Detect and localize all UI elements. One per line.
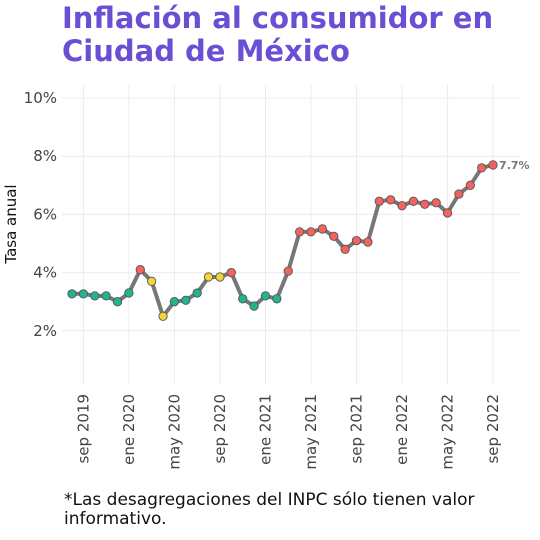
x-tick-label: ene 2021 xyxy=(256,394,274,465)
y-tick-label: 8% xyxy=(33,147,57,165)
x-tick-label: sep 2020 xyxy=(211,394,229,464)
data-point xyxy=(112,297,123,307)
data-point xyxy=(397,201,407,211)
data-point xyxy=(67,289,77,299)
chart-title: Inflación al consumidor en Ciudad de Méx… xyxy=(62,1,494,68)
data-point xyxy=(465,180,475,190)
x-tick-label: may 2020 xyxy=(165,394,183,470)
x-tick-label: sep 2022 xyxy=(484,394,502,464)
footnote: *Las desagregaciones del INPC sólo tiene… xyxy=(64,490,475,529)
data-point xyxy=(192,288,202,298)
series-line xyxy=(70,162,496,319)
data-point xyxy=(306,227,316,237)
data-point xyxy=(78,289,89,299)
data-point xyxy=(317,224,328,234)
data-point xyxy=(351,235,362,246)
x-tick-label: may 2021 xyxy=(302,394,320,470)
grid xyxy=(62,85,520,385)
data-point xyxy=(181,295,191,305)
x-tick-label: ene 2022 xyxy=(393,394,411,465)
data-point xyxy=(238,294,248,304)
y-axis-label: Tasa anual xyxy=(2,184,20,264)
x-tick-label: sep 2019 xyxy=(74,394,92,464)
y-axis-tick-labels: 2% 4% 6% 8% 10% xyxy=(24,89,57,340)
data-point xyxy=(385,195,396,205)
data-point xyxy=(329,231,339,241)
data-point xyxy=(477,163,487,173)
y-tick-label: 4% xyxy=(33,264,57,282)
data-points xyxy=(67,160,498,321)
data-point xyxy=(283,266,293,276)
data-point xyxy=(488,160,498,170)
data-point xyxy=(363,237,373,247)
x-tick-label: ene 2020 xyxy=(120,394,138,465)
y-tick-label: 6% xyxy=(33,205,57,223)
data-point xyxy=(272,294,282,304)
data-point xyxy=(203,272,214,282)
data-point xyxy=(249,301,259,311)
x-tick-label: sep 2021 xyxy=(348,394,366,464)
data-point xyxy=(420,199,430,209)
y-tick-label: 10% xyxy=(24,89,57,107)
y-tick-label: 2% xyxy=(33,322,57,340)
data-point xyxy=(147,276,157,286)
data-point xyxy=(101,291,111,301)
last-value-label: 7.7% xyxy=(499,159,530,172)
x-tick-label: may 2022 xyxy=(439,394,457,470)
data-point xyxy=(454,189,464,199)
data-point xyxy=(135,265,145,275)
data-point xyxy=(226,267,236,278)
x-axis-tick-labels: sep 2019 ene 2020 may 2020 sep 2020 ene 2021… xyxy=(74,394,502,470)
data-point xyxy=(90,291,100,301)
data-point xyxy=(431,198,441,208)
data-point xyxy=(340,244,350,254)
data-point xyxy=(374,196,384,206)
data-point xyxy=(294,227,305,237)
data-point xyxy=(215,272,225,282)
data-point xyxy=(124,288,134,298)
data-point xyxy=(408,196,419,206)
data-point xyxy=(158,311,168,321)
data-point xyxy=(260,291,271,301)
data-point xyxy=(442,208,453,218)
data-point xyxy=(169,297,180,307)
